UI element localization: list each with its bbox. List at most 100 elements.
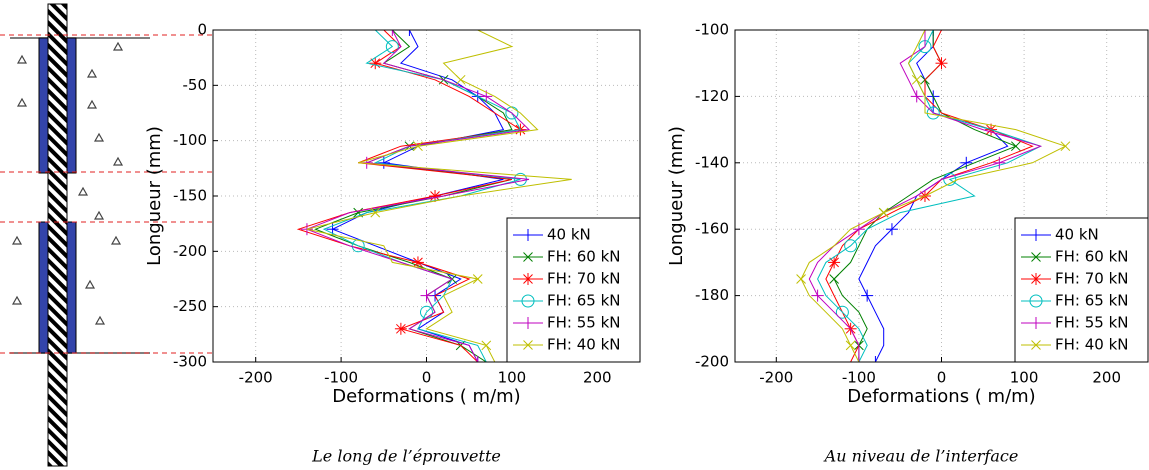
legend-label: FH: 65 kN xyxy=(1055,292,1129,310)
legend-label: FH: 55 kN xyxy=(547,314,621,332)
data-marker xyxy=(828,256,841,269)
marker-stroke xyxy=(472,274,483,284)
marker-stroke xyxy=(523,252,533,262)
legend-marker xyxy=(522,317,534,329)
legend-marker xyxy=(523,252,533,262)
legend-box xyxy=(1014,217,1149,363)
marker-stroke xyxy=(943,172,957,186)
plot-lines xyxy=(796,30,1071,362)
marker-stroke xyxy=(1060,141,1071,152)
data-marker xyxy=(1060,141,1071,152)
data-marker xyxy=(471,356,484,362)
data-marker xyxy=(835,305,849,319)
marker-stroke xyxy=(829,274,839,284)
marker-stroke xyxy=(845,340,856,351)
legend-marker xyxy=(523,340,533,350)
data-marker xyxy=(993,156,1006,169)
data-marker xyxy=(413,141,423,152)
data-marker xyxy=(918,30,931,36)
marker-stroke xyxy=(878,207,889,218)
marker-stroke xyxy=(523,274,533,284)
y-tick-label: -160 xyxy=(695,220,729,238)
plot-frame xyxy=(734,29,1149,363)
y-axis-label: Longueur (mm) xyxy=(666,126,687,266)
marker-stroke xyxy=(835,305,849,319)
legend-marker xyxy=(1030,317,1042,329)
legend-marker xyxy=(522,273,534,285)
x-tick-label: 200 xyxy=(1092,369,1121,387)
caption: Au niveau de l’interface xyxy=(823,447,1019,466)
legend-label: FH: 70 kN xyxy=(1055,270,1129,288)
data-marker xyxy=(796,274,806,284)
data-marker xyxy=(386,30,399,36)
legend-label: FH: 65 kN xyxy=(547,292,621,310)
plot-frame xyxy=(212,29,641,363)
data-marker xyxy=(845,340,856,351)
y-tick-label: -100 xyxy=(695,21,729,39)
data-marker xyxy=(861,289,874,302)
legend-marker xyxy=(522,229,534,241)
y-tick-label: -50 xyxy=(183,76,208,94)
marker-stroke xyxy=(370,207,381,218)
data-marker xyxy=(394,322,407,335)
x-tick-label: 100 xyxy=(1010,369,1039,387)
legend-label: FH: 70 kN xyxy=(547,270,621,288)
data-marker xyxy=(370,207,381,218)
data-marker xyxy=(420,289,433,302)
marker-stroke xyxy=(1029,294,1043,308)
legend-marker xyxy=(521,294,535,308)
data-marker xyxy=(943,172,957,186)
x-tick-label: -100 xyxy=(842,369,876,387)
marker-stroke xyxy=(911,74,922,85)
y-tick-label: -180 xyxy=(695,286,729,304)
data-marker xyxy=(878,207,889,218)
x-tick-label: -100 xyxy=(324,369,358,387)
series-line xyxy=(800,30,1067,362)
x-tick-label: -200 xyxy=(239,369,273,387)
x-axis-label: Deformations ( m/m) xyxy=(332,386,520,407)
marker-stroke xyxy=(396,323,406,334)
legend-label: FH: 40 kN xyxy=(547,336,621,354)
y-tick-label: -140 xyxy=(695,153,729,171)
legend-marker xyxy=(1030,273,1042,285)
legend: 40 kN FH: 60 kN FH: 70 kN FH: 65 kN FH: 55 k… xyxy=(506,217,641,363)
data-marker xyxy=(960,156,973,169)
y-tick-label: -200 xyxy=(695,353,729,371)
legend-label: FH: 60 kN xyxy=(547,248,621,266)
data-marker xyxy=(403,30,416,36)
marker-stroke xyxy=(1031,274,1041,284)
series-line xyxy=(305,30,531,362)
marker-stroke xyxy=(413,141,423,152)
y-tick-label: 0 xyxy=(197,21,207,39)
y-tick-label: -100 xyxy=(173,131,207,149)
marker-stroke xyxy=(521,294,535,308)
data-marker xyxy=(869,356,882,362)
legend-label: FH: 60 kN xyxy=(1055,248,1129,266)
marker-stroke xyxy=(523,340,533,350)
legend-label: 40 kN xyxy=(1055,226,1099,244)
legend-label: 40 kN xyxy=(547,226,591,244)
marker-stroke xyxy=(353,207,364,218)
data-marker xyxy=(472,274,483,284)
data-marker xyxy=(910,90,923,103)
marker-stroke xyxy=(481,340,492,351)
x-tick-label: 100 xyxy=(498,369,527,387)
data-marker xyxy=(1010,141,1021,152)
marker-stroke xyxy=(1031,252,1041,262)
x-axis-label: Deformations ( m/m) xyxy=(847,386,1035,407)
legend: 40 kN FH: 60 kN FH: 70 kN FH: 65 kN FH: 55 k… xyxy=(1014,217,1149,363)
y-axis-label: Longueur (mm) xyxy=(144,126,165,266)
data-marker xyxy=(369,57,382,70)
data-marker xyxy=(385,40,399,54)
data-marker xyxy=(829,274,839,284)
x-tick-label: 0 xyxy=(937,369,947,387)
marker-stroke xyxy=(455,74,466,85)
legend-label: FH: 40 kN xyxy=(1055,336,1129,354)
legend-marker xyxy=(1031,340,1041,350)
marker-stroke xyxy=(1031,340,1041,350)
legend-box xyxy=(506,217,641,363)
data-marker xyxy=(429,190,442,202)
data-marker xyxy=(911,74,922,85)
legend-marker xyxy=(1031,252,1041,262)
